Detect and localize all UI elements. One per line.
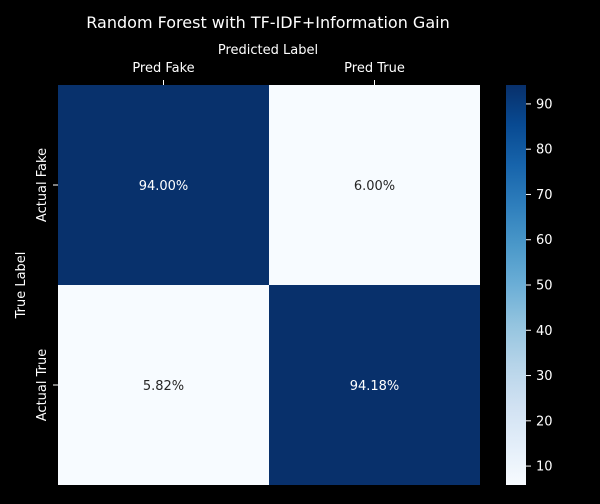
x-axis-label: Predicted Label <box>218 43 318 58</box>
colorbar-tick-label: 20 <box>536 414 553 429</box>
colorbar-tick-label: 10 <box>536 460 553 475</box>
x-tick-group: Pred Fake Pred True <box>132 61 405 85</box>
colorbar-ticks: 10 20 30 40 50 60 70 80 90 <box>526 97 553 475</box>
cell-value-label: 94.18% <box>350 379 400 394</box>
colorbar-tick-label: 30 <box>536 369 553 384</box>
heatmap-cells: 94.00% 6.00% 5.82% 94.18% <box>58 85 480 485</box>
colorbar-tick-label: 90 <box>536 97 553 112</box>
x-tick-label: Pred True <box>344 61 405 76</box>
colorbar-tick-label: 70 <box>536 188 553 203</box>
colorbar-tick-label: 80 <box>536 143 553 158</box>
y-axis-label: True Label <box>14 252 29 320</box>
heatmap-cell <box>58 85 269 285</box>
cell-value-label: 5.82% <box>143 379 184 394</box>
cell-value-label: 6.00% <box>354 179 395 194</box>
cell-value-label: 94.00% <box>139 179 189 194</box>
heatmap-cell <box>58 285 269 485</box>
y-tick-group: Actual Fake Actual True <box>35 148 58 421</box>
heatmap-cell <box>269 285 480 485</box>
chart-title: Random Forest with TF-IDF+Information Ga… <box>86 13 449 32</box>
x-tick-label: Pred Fake <box>132 61 194 76</box>
y-tick-label: Actual True <box>35 349 50 421</box>
y-tick-label: Actual Fake <box>35 148 50 222</box>
colorbar-tick-label: 60 <box>536 233 553 248</box>
colorbar <box>506 85 526 485</box>
colorbar-tick-label: 50 <box>536 279 553 294</box>
colorbar-tick-label: 40 <box>536 324 553 339</box>
heatmap-cell <box>269 85 480 285</box>
